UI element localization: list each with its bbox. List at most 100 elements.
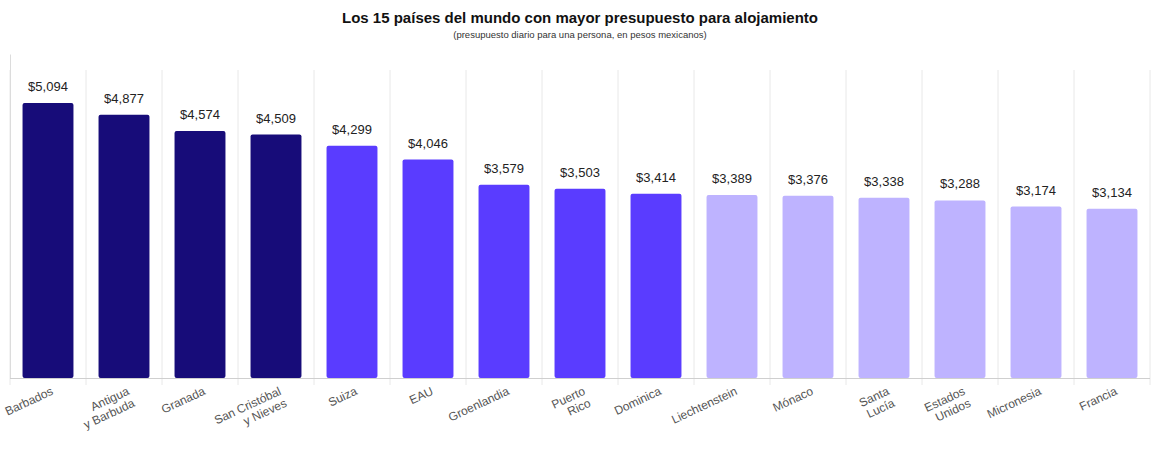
x-tick: Mónaco [771, 384, 816, 415]
x-tick-label-line: y Barbuda [81, 396, 137, 432]
bar [555, 189, 606, 378]
category-separator [1150, 70, 1151, 385]
bar [99, 115, 150, 378]
data-label: $3,389 [712, 171, 752, 186]
x-tick-label: Suiza [326, 384, 359, 410]
x-tick: Antiguay Barbuda [76, 384, 137, 432]
x-tick-label: SantaLucía [857, 384, 897, 422]
x-tick-label: Francia [1077, 384, 1119, 414]
category-separator [390, 70, 391, 385]
x-tick: Francia [1077, 384, 1119, 414]
x-tick-label-line: y Nieves [241, 396, 289, 428]
category-separator [314, 70, 315, 385]
bar [1087, 209, 1138, 378]
data-label: $3,579 [484, 161, 524, 176]
x-tick-label: Micronesia [985, 384, 1044, 421]
y-axis-line [10, 55, 11, 379]
bar [707, 195, 758, 378]
data-label: $4,574 [180, 107, 220, 122]
x-axis: Barbados Antiguay Barbuda GranadaSan Crist… [3, 379, 1150, 440]
chart-container: Los 15 países del mundo con mayor presup… [0, 0, 1160, 450]
data-label: $5,094 [28, 79, 68, 94]
category-separator [694, 70, 695, 385]
bar [479, 185, 530, 378]
category-separator [86, 70, 87, 385]
x-tick: EstadosUnidos [922, 384, 973, 427]
x-tick-label: Liechtenstein [669, 384, 739, 427]
x-tick: Groenlandia [446, 384, 511, 424]
x-tick: Micronesia [985, 384, 1044, 421]
category-separator [162, 70, 163, 385]
x-tick-label-line: Rico [565, 396, 593, 419]
data-labels: $5,094$4,877$4,574$4,509$4,299$4,046$3,5… [28, 79, 1132, 200]
bar [1011, 207, 1062, 378]
data-label: $3,174 [1016, 183, 1056, 198]
bar [935, 200, 986, 378]
x-tick-label: Mónaco [771, 384, 816, 415]
data-label: $4,509 [256, 111, 296, 126]
chart-svg: Los 15 países del mundo con mayor presup… [0, 0, 1160, 450]
x-tick-label-line: Barbados [3, 384, 55, 418]
category-separator [922, 70, 923, 385]
bar [23, 103, 74, 378]
data-label: $3,503 [560, 165, 600, 180]
category-separator [542, 70, 543, 385]
x-tick: Dominica [612, 384, 664, 418]
bar [327, 146, 378, 378]
x-tick-label-line: Lucía [864, 396, 897, 421]
x-tick-label: Granada [159, 384, 208, 417]
data-label: $4,046 [408, 136, 448, 151]
x-tick-label: EstadosUnidos [922, 384, 973, 427]
x-tick: San Cristóbaly Nieves [212, 384, 289, 439]
y-axis [10, 55, 11, 379]
x-tick: PuertoRico [549, 384, 593, 424]
category-separator [1074, 70, 1075, 385]
x-tick-label-line: Liechtenstein [669, 384, 739, 427]
category-separator [618, 70, 619, 385]
x-tick-label-line: Dominica [612, 384, 664, 418]
x-axis-line [10, 378, 1150, 379]
x-tick: Granada [159, 384, 208, 417]
bar [403, 160, 454, 378]
x-tick-label-line: Granada [159, 384, 208, 417]
data-label: $3,338 [864, 174, 904, 189]
bar [783, 196, 834, 378]
x-tick-label: PuertoRico [549, 384, 593, 424]
x-tick: Barbados [3, 384, 55, 418]
x-tick-label-line: Unidos [933, 396, 973, 424]
data-label: $3,134 [1092, 185, 1132, 200]
separators [10, 70, 1150, 385]
x-tick-label-line: Suiza [326, 384, 359, 410]
category-separator [846, 70, 847, 385]
x-tick-label: Dominica [612, 384, 664, 418]
data-label: $3,376 [788, 172, 828, 187]
x-tick-label-line: Mónaco [771, 384, 816, 415]
bars [23, 103, 1138, 378]
bar [859, 198, 910, 378]
x-tick-label-line: EAU [407, 384, 435, 407]
data-label: $4,877 [104, 91, 144, 106]
bar [251, 135, 302, 378]
x-tick-label-line: Groenlandia [446, 384, 511, 424]
x-tick-label-line: Francia [1077, 384, 1119, 414]
bar [175, 131, 226, 378]
data-label: $3,414 [636, 170, 676, 185]
category-separator [998, 70, 999, 385]
x-tick: SantaLucía [857, 384, 897, 422]
x-tick: EAU [407, 384, 435, 407]
x-tick: Suiza [326, 384, 359, 410]
category-separator [466, 70, 467, 385]
bar [631, 194, 682, 378]
x-tick-label: Barbados [3, 384, 55, 418]
x-tick-label: Antiguay Barbuda [76, 384, 137, 432]
category-separator [238, 70, 239, 385]
x-tick-label: EAU [407, 384, 435, 407]
x-tick-label: San Cristóbaly Nieves [212, 384, 289, 439]
subtitle: (presupuesto diario para una persona, en… [453, 29, 707, 40]
title: Los 15 países del mundo con mayor presup… [342, 9, 818, 26]
category-separator [770, 70, 771, 385]
x-tick-label: Groenlandia [446, 384, 511, 424]
data-label: $3,288 [940, 176, 980, 191]
x-tick-label-line: Micronesia [985, 384, 1044, 421]
x-tick: Liechtenstein [669, 384, 739, 427]
